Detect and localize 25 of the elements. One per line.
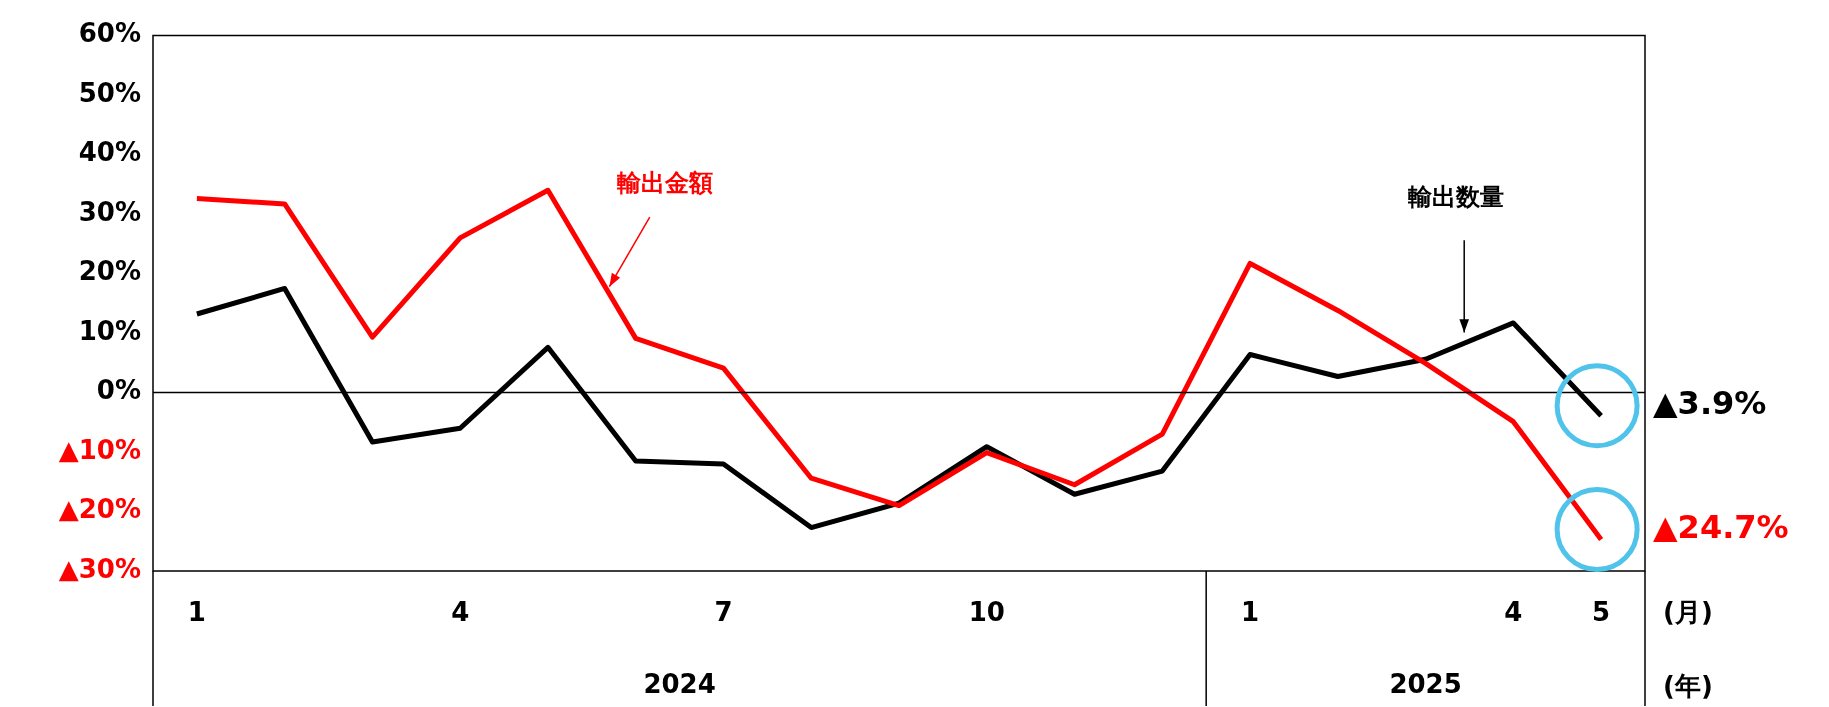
x-tick-label: 7: [714, 597, 733, 628]
annotation: ▲3.9%: [1653, 384, 1767, 423]
y-tick-label: ▲10%: [58, 434, 141, 465]
text: 2025: [1389, 668, 1462, 699]
x-tick-label: 1: [1241, 597, 1260, 628]
text: 輸出数量: [1407, 182, 1505, 211]
y-tick-label: 50%: [78, 77, 141, 108]
x-axis-title: (月): [1663, 596, 1713, 627]
x-tick-label: 10: [968, 597, 1005, 628]
y-tick-label: 40%: [78, 137, 141, 168]
y-tick-label: 0%: [96, 375, 141, 406]
x-tick-label: 1: [187, 597, 206, 628]
y-tick-label: 10%: [78, 315, 141, 346]
y-tick-label: 60%: [78, 18, 141, 49]
text: 輸出金額: [615, 168, 713, 197]
annotation: ▲24.7%: [1653, 507, 1789, 546]
x-tick-label: 5: [1592, 597, 1611, 628]
text: (年): [1663, 670, 1713, 701]
text: 2024: [643, 668, 716, 699]
y-tick-label: ▲20%: [58, 494, 141, 525]
y-tick-label: 20%: [78, 256, 141, 287]
x-tick-label: 4: [451, 597, 470, 628]
y-tick-label: ▲30%: [58, 553, 141, 584]
y-tick-label: 30%: [78, 196, 141, 227]
x-tick-label: 4: [1504, 597, 1523, 628]
